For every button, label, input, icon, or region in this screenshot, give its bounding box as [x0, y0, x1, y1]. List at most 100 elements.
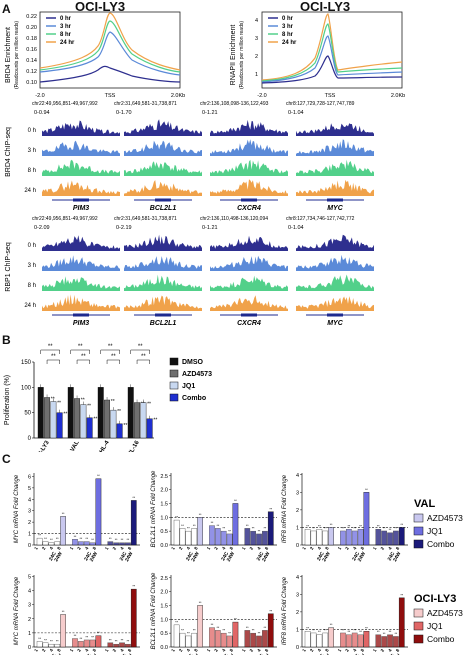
coverage-track	[296, 179, 374, 196]
x-tick-label: 1	[301, 546, 307, 551]
bar	[173, 624, 180, 648]
significance-label: **	[81, 354, 86, 360]
y-tick-label: 1.0	[160, 515, 168, 521]
bar	[351, 632, 358, 648]
significance-label: **	[62, 512, 65, 516]
y-tick-label: 0.0	[160, 543, 168, 549]
y-tick-label: 1.5	[160, 501, 168, 507]
significance-label: **	[56, 537, 59, 541]
x-tick-label: 24W	[357, 551, 367, 563]
significance-bracket	[40, 349, 60, 354]
bar	[393, 636, 399, 648]
profile-title-right: OCI-LY3	[300, 0, 351, 14]
x-tick-label: 24W	[53, 551, 63, 563]
y-tick-label: 1	[296, 627, 299, 633]
panel-a-letter: A	[2, 2, 11, 16]
significance-label: **	[258, 529, 261, 533]
bar	[304, 528, 311, 546]
significance-label: **	[187, 631, 190, 635]
significance-star: **	[123, 423, 127, 429]
bar	[50, 401, 57, 439]
track-block-ylabel: RBP1 ChIP-seq	[5, 242, 12, 292]
x-tick-label: 8	[395, 546, 401, 551]
x-tick-label: 2	[213, 648, 219, 653]
coverage-track	[210, 275, 288, 291]
x-tick-label: 24W	[89, 551, 99, 563]
proliferation-bar-chart: Proliferation (%)050100150**********OCI-…	[4, 344, 212, 452]
significance-label: **	[115, 640, 118, 644]
bar	[86, 417, 93, 439]
brd4-profile-plot: BRD4 Enrichment (Readcounts per million …	[5, 11, 185, 99]
significance-label: **	[306, 627, 309, 631]
bar	[140, 402, 147, 439]
y-axis-label: BCL2L1 mRNA Fold Change	[151, 572, 157, 649]
significance-label: **	[175, 516, 178, 520]
legend-swatch	[413, 539, 424, 549]
bar	[226, 533, 233, 546]
significance-label: **	[97, 474, 100, 478]
x-tick-label: 4	[84, 648, 90, 653]
legend-label: Combo	[427, 539, 455, 549]
coverage-track	[296, 159, 374, 176]
coverage-track	[124, 140, 202, 156]
x-tick-label: 1	[33, 648, 39, 653]
x-tick-label: 8	[228, 648, 234, 653]
y-tick-label: 1	[28, 631, 31, 637]
gene-exon	[155, 313, 171, 317]
y-tick-label: 3	[296, 490, 299, 496]
x-tick-label: 4	[317, 648, 323, 653]
bar	[214, 630, 221, 648]
coverage-track	[42, 276, 120, 291]
significance-label: **	[132, 585, 135, 589]
significance-label: **	[187, 527, 190, 531]
y-tick-label: 1	[296, 525, 299, 531]
y-tick-label: 0	[28, 543, 31, 549]
significance-star: **	[57, 401, 61, 407]
bar	[185, 530, 192, 546]
coverage-track	[124, 256, 202, 271]
rnapii-profile-ylabel2: (Readcounts per million reads)	[239, 21, 245, 89]
bar	[340, 632, 346, 648]
significance-label: **	[312, 526, 315, 530]
x-tick-label: 4	[186, 648, 192, 653]
track-range-label: 0-1.04	[288, 225, 304, 231]
brd4-profile-ylabel2: (Readcounts per million reads)	[14, 21, 20, 89]
bar	[80, 404, 87, 439]
x-tick-label: 24W	[392, 653, 402, 655]
y-tick-label: 6	[28, 474, 31, 480]
category-label: SU-DHL-4	[92, 439, 112, 452]
category-label: OCI-LY3	[34, 439, 51, 452]
significance-bracket	[70, 349, 90, 354]
xtick: TSS	[325, 93, 336, 99]
significance-label: **	[383, 632, 386, 636]
bar	[77, 641, 84, 648]
coverage-track	[296, 123, 374, 136]
coverage-track	[124, 161, 202, 176]
track-row-label: 3 h	[28, 263, 36, 269]
significance-label: **	[181, 524, 184, 528]
significance-star: **	[51, 396, 55, 402]
x-tick-label: 1	[104, 546, 110, 551]
bar	[191, 528, 198, 546]
x-tick-label: 2	[178, 546, 184, 551]
gene-exon	[327, 313, 343, 317]
bar	[60, 516, 66, 546]
brd4-profile-yticks: 0.22 0.20 0.18 0.16 0.14 0.12 0.10	[26, 14, 37, 86]
significance-label: **	[312, 628, 315, 632]
significance-label: **	[395, 632, 398, 636]
bar	[83, 639, 90, 648]
track-range-label: 0-2.09	[34, 225, 50, 231]
bar	[267, 511, 274, 546]
significance-star: **	[147, 402, 151, 408]
bar	[67, 387, 74, 439]
significance-label: **	[324, 628, 327, 632]
bar	[398, 597, 405, 648]
x-tick-label: 24C	[83, 653, 93, 655]
bar	[179, 528, 186, 546]
legend-label: AZD4573	[427, 513, 463, 523]
y-tick-label: 150	[21, 360, 32, 366]
bar	[74, 398, 81, 439]
gene-label: PIM3	[73, 205, 89, 212]
x-tick-label: 24W	[321, 653, 331, 655]
